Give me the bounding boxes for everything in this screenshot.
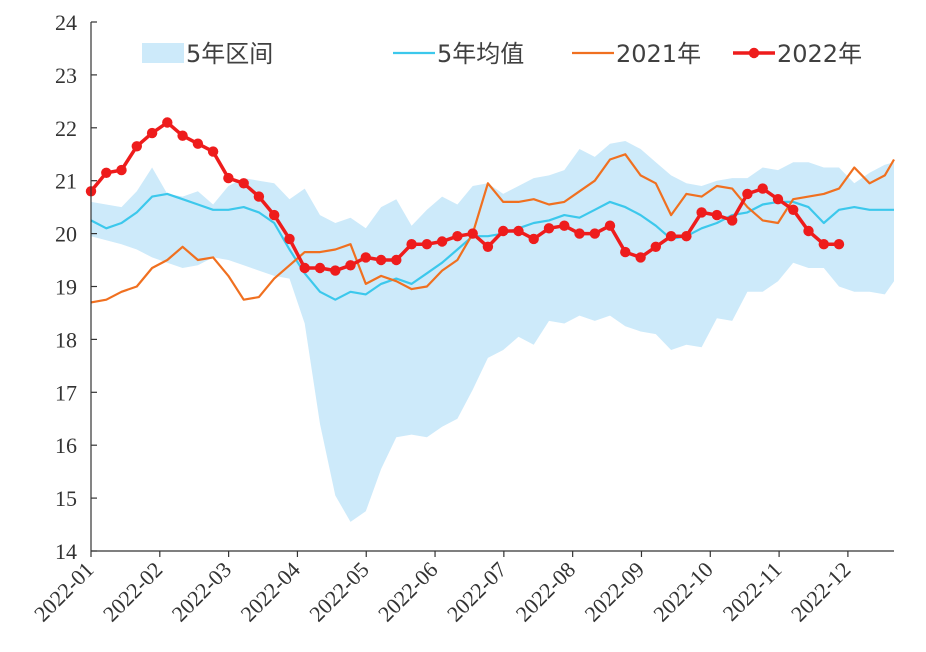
legend-label: 2022年 xyxy=(777,40,862,68)
data-point xyxy=(177,130,188,141)
data-point xyxy=(421,239,433,250)
data-point xyxy=(574,228,585,239)
data-point xyxy=(620,246,631,258)
data-point xyxy=(345,260,356,271)
data-point xyxy=(772,194,784,205)
series-line-1 xyxy=(90,192,894,301)
data-point xyxy=(391,254,402,266)
x-tick-label: 2022-06 xyxy=(373,557,443,627)
x-tick-label: 2022-05 xyxy=(304,557,374,627)
data-point xyxy=(299,262,310,274)
x-tick-label: 2022-11 xyxy=(718,557,787,626)
data-point xyxy=(192,138,204,149)
data-point xyxy=(665,231,677,242)
y-tick-label: 19 xyxy=(55,275,77,300)
data-point xyxy=(696,207,707,218)
legend-label: 5年区间 xyxy=(186,40,273,68)
y-tick-label: 20 xyxy=(55,222,77,247)
data-point xyxy=(452,231,463,242)
x-tick-label: 2022-04 xyxy=(235,557,305,627)
x-tick-label: 2022-12 xyxy=(786,557,856,627)
x-tick-label: 2022-07 xyxy=(442,557,512,627)
legend-marker xyxy=(748,47,760,59)
data-point xyxy=(375,254,387,266)
data-point xyxy=(604,220,616,231)
data-point xyxy=(498,225,509,237)
y-tick-label: 17 xyxy=(55,380,77,405)
y-tick-label: 24 xyxy=(55,10,77,35)
y-tick-label: 15 xyxy=(55,486,77,511)
data-point xyxy=(116,164,127,176)
data-point xyxy=(284,233,295,245)
data-point xyxy=(543,223,555,234)
data-point xyxy=(727,215,738,226)
data-point xyxy=(269,209,280,221)
legend-label: 2021年 xyxy=(616,40,701,68)
data-point xyxy=(162,117,173,128)
x-tick-label: 2022-01 xyxy=(29,557,99,627)
data-point xyxy=(833,239,845,250)
x-tick-label: 2022-09 xyxy=(579,557,649,627)
data-point xyxy=(635,252,646,263)
data-point xyxy=(528,233,539,245)
y-tick-label: 16 xyxy=(55,433,77,458)
data-point xyxy=(146,127,158,139)
data-point xyxy=(818,239,829,250)
data-point xyxy=(360,252,371,263)
y-tick-label: 14 xyxy=(55,539,77,564)
x-tick-label: 2022-02 xyxy=(98,557,168,627)
data-point xyxy=(513,225,524,237)
y-tick-label: 21 xyxy=(55,169,77,194)
data-point xyxy=(681,231,692,242)
data-point xyxy=(207,146,219,157)
data-point xyxy=(223,172,234,184)
data-point xyxy=(559,220,570,231)
data-point xyxy=(131,141,142,152)
data-point xyxy=(788,204,799,215)
data-point xyxy=(238,178,249,189)
y-tick-label: 23 xyxy=(55,63,77,88)
data-point xyxy=(650,241,661,252)
data-point xyxy=(314,262,326,274)
data-point xyxy=(589,228,600,239)
data-point xyxy=(467,228,478,239)
legend-label: 5年均值 xyxy=(437,40,524,68)
legend-swatch-band xyxy=(142,43,184,63)
data-point xyxy=(711,209,723,221)
data-point xyxy=(482,241,494,252)
data-point xyxy=(406,239,417,250)
x-tick-label: 2022-03 xyxy=(167,557,237,627)
data-point xyxy=(757,183,768,194)
x-tick-label: 2022-10 xyxy=(648,557,718,627)
series-layer xyxy=(85,117,895,304)
data-point xyxy=(742,188,753,200)
data-point xyxy=(330,265,341,276)
data-point xyxy=(803,225,814,237)
y-tick-label: 22 xyxy=(55,116,77,141)
data-point xyxy=(101,167,112,178)
series-line-2 xyxy=(90,153,895,304)
legend: 5年区间 5年均值 2021年 2022年 xyxy=(142,40,862,68)
x-tick-label: 2022-08 xyxy=(511,557,581,627)
data-point xyxy=(253,191,265,202)
y-tick-label: 18 xyxy=(55,327,77,352)
data-point xyxy=(436,236,448,247)
